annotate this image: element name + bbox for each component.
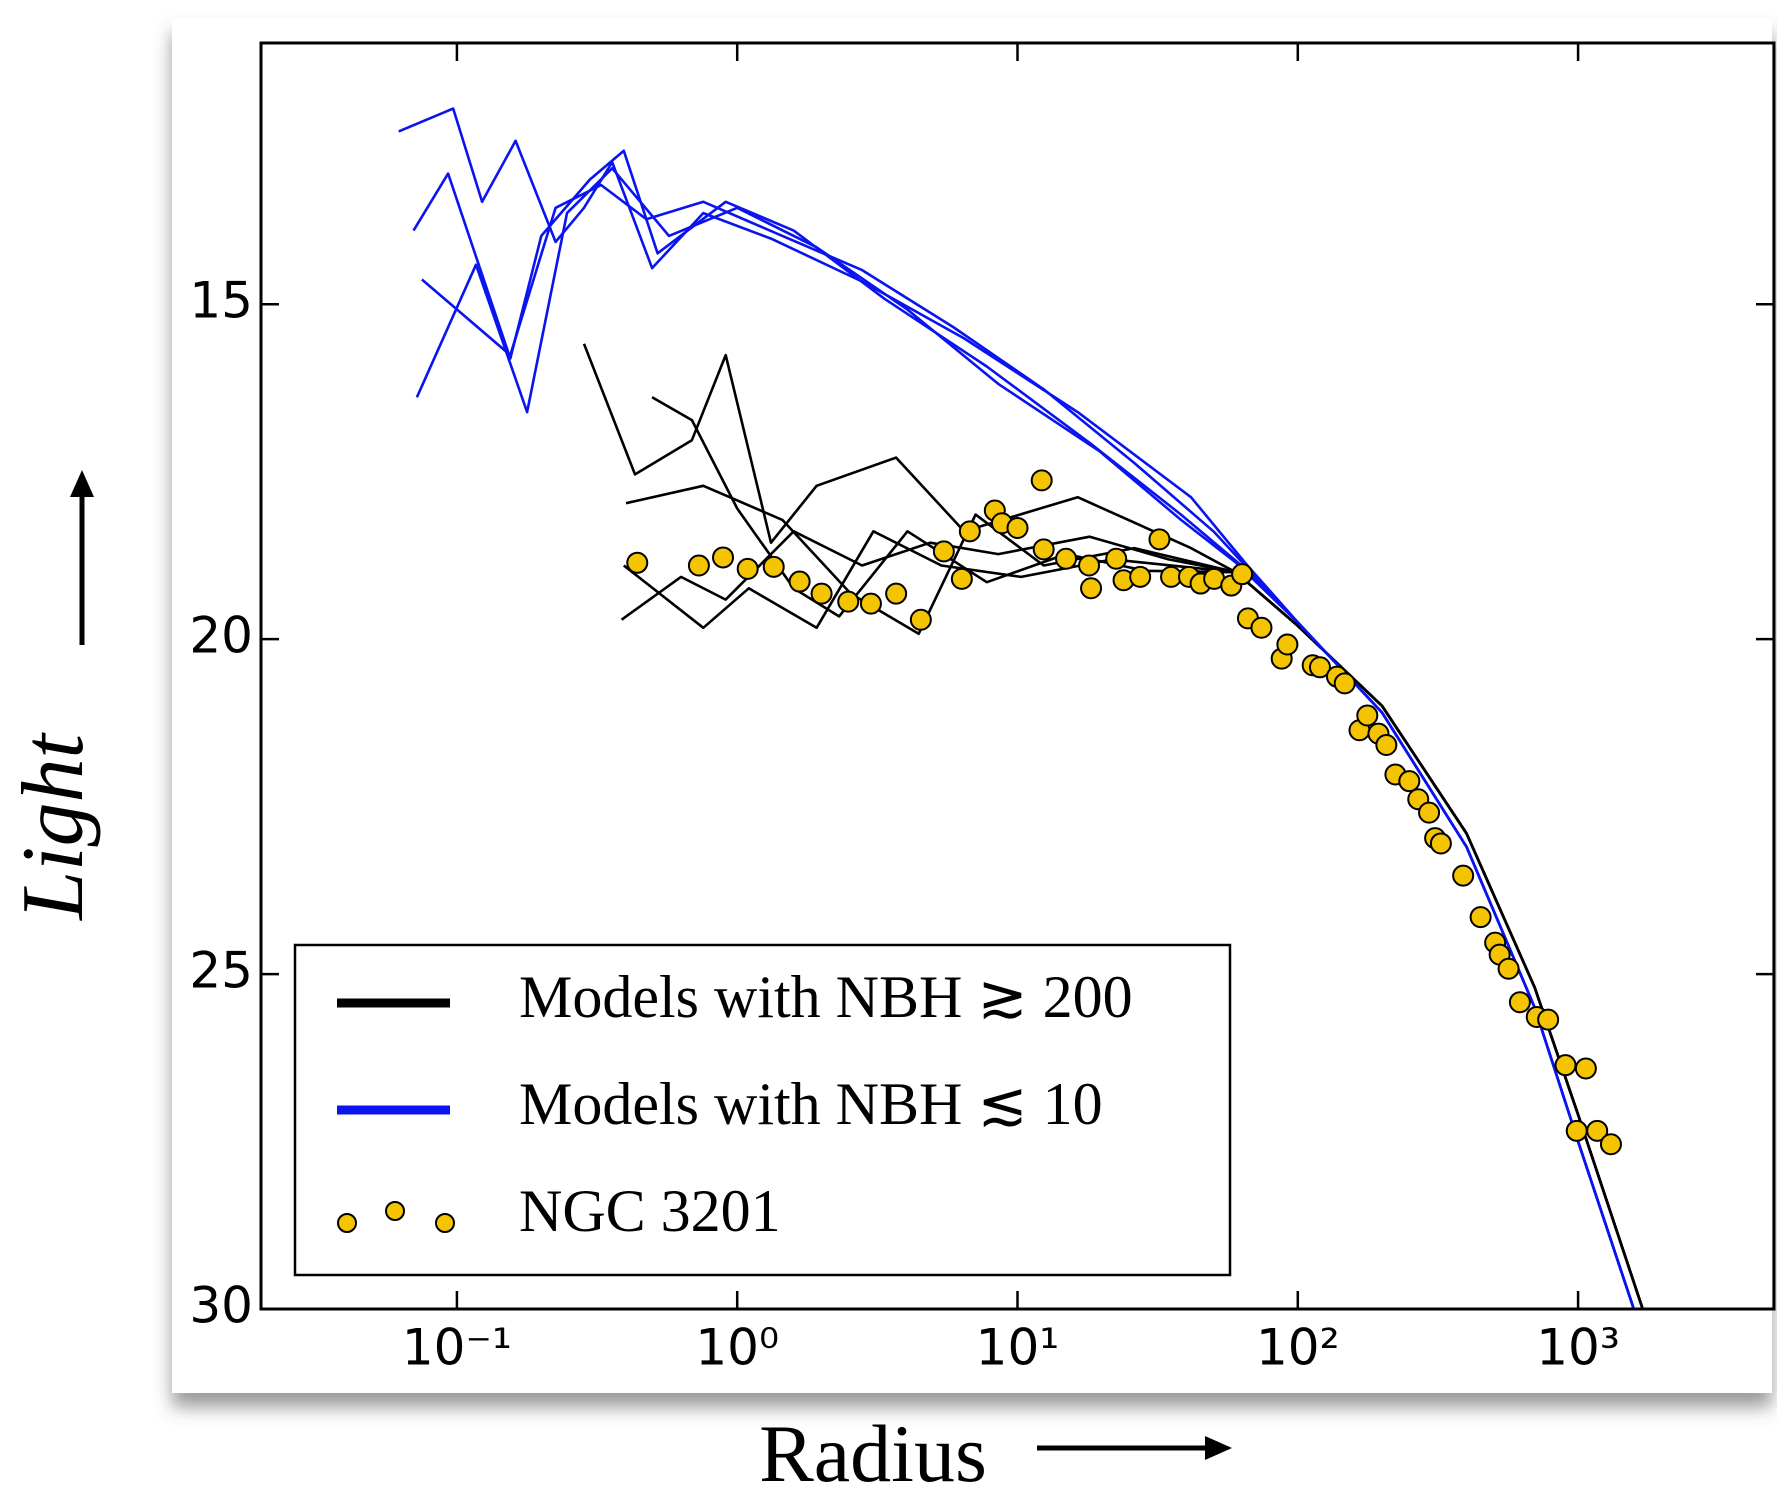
- axes-frame: [259, 41, 1776, 1311]
- data-point: [1508, 991, 1531, 1014]
- data-point: [712, 546, 735, 569]
- legend: Models with NBH ≳ 200 Models with NBH ≲ 1…: [293, 943, 1232, 1277]
- data-point: [1599, 1133, 1622, 1156]
- data-point: [810, 582, 833, 605]
- y-tick-label: 30: [189, 1277, 253, 1335]
- data-point: [1418, 801, 1441, 824]
- data-point: [1078, 554, 1101, 577]
- x-axis-label: Radius: [759, 1408, 987, 1496]
- data-point: [1333, 672, 1356, 695]
- plot-area: 15 20 25 30 10⁻¹ 10⁰ 10¹ 10² 10³ Models with NBH …: [189, 41, 1776, 1377]
- data-point: [932, 540, 955, 563]
- data-point: [1129, 565, 1152, 588]
- data-point: [1250, 616, 1273, 639]
- legend-marker: [385, 1201, 405, 1221]
- x-tick-label: 10³: [1536, 1319, 1620, 1377]
- data-point: [736, 557, 759, 580]
- data-point: [1497, 957, 1520, 980]
- data-point: [1105, 547, 1128, 570]
- legend-marker: [435, 1213, 455, 1233]
- data-point: [1276, 633, 1299, 656]
- y-axis-label: Light: [5, 732, 102, 922]
- data-point: [1231, 563, 1254, 586]
- data-point: [1586, 1119, 1609, 1142]
- data-point: [1429, 832, 1452, 855]
- x-tick-label: 10¹: [976, 1319, 1060, 1377]
- data-point: [1055, 547, 1078, 570]
- data-point: [687, 554, 710, 577]
- marks: [398, 107, 1644, 1309]
- legend-label: NGC 3201: [519, 1178, 781, 1244]
- y-arrow: [70, 470, 94, 645]
- x-tick-label: 10⁻¹: [402, 1319, 512, 1377]
- legend-label: Models with NBH ≲ 10: [519, 1071, 1103, 1137]
- data-point: [1308, 656, 1331, 679]
- x-tick-label: 10²: [1256, 1319, 1340, 1377]
- data-point: [1148, 528, 1171, 551]
- model-line: [625, 484, 1644, 1309]
- data-point: [950, 567, 973, 590]
- y-tick-label: 15: [189, 272, 253, 330]
- x-tick-label: 10⁰: [695, 1319, 779, 1377]
- data-point: [788, 570, 811, 593]
- data-point: [859, 592, 882, 615]
- data-point: [1574, 1057, 1597, 1080]
- legend-marker: [337, 1213, 357, 1233]
- data-point: [1452, 864, 1475, 887]
- y-tick-label: 20: [189, 607, 253, 665]
- data-point: [837, 590, 860, 613]
- x-arrow: [1037, 1436, 1232, 1460]
- data-point: [1032, 538, 1055, 561]
- legend-label: Models with NBH ≳ 200: [519, 964, 1133, 1030]
- data-point: [762, 555, 785, 578]
- data-point: [885, 582, 908, 605]
- data-point: [1030, 469, 1053, 492]
- data-point: [1554, 1054, 1577, 1077]
- data-point: [626, 551, 649, 574]
- data-point: [1398, 770, 1421, 793]
- data-point: [1565, 1119, 1588, 1142]
- data-point: [958, 520, 981, 543]
- data-point: [1356, 704, 1379, 727]
- y-tick-label: 25: [189, 942, 253, 1000]
- data-point: [1537, 1008, 1560, 1031]
- data-point: [1375, 733, 1398, 756]
- data-point: [1006, 516, 1029, 539]
- model-line: [421, 183, 1636, 1309]
- data-point: [1469, 906, 1492, 929]
- data-point: [1080, 577, 1103, 600]
- data-point: [909, 608, 932, 631]
